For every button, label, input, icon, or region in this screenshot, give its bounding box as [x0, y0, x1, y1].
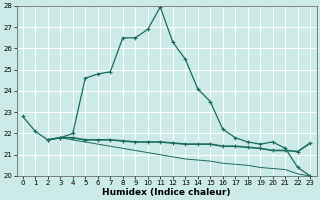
X-axis label: Humidex (Indice chaleur): Humidex (Indice chaleur) — [102, 188, 231, 197]
